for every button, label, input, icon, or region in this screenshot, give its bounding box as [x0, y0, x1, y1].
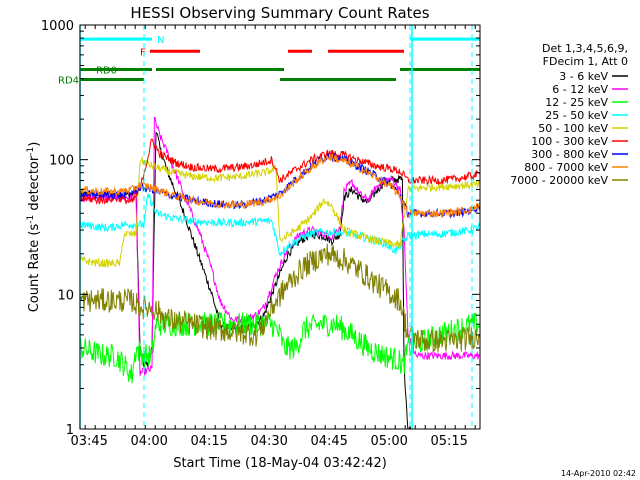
flag-label-1: F [140, 47, 146, 58]
chart-title: HESSI Observing Summary Count Rates [130, 4, 429, 22]
y-axis-label: Count Rate (s-1 detector-1) [26, 142, 42, 313]
legend-entry-2: 12 - 25 keV [545, 96, 608, 109]
legend-entry-1: 6 - 12 keV [552, 83, 608, 96]
series-line-5 [80, 138, 480, 206]
legend-entry-0: 3 - 6 keV [559, 70, 608, 83]
flag-label-0: N [157, 35, 164, 46]
x-tick-label-6: 05:15 [430, 434, 467, 449]
y-tick-label-1: 10 [57, 288, 74, 303]
legend-header-1: FDecim 1, Att 0 [543, 55, 628, 68]
x-tick-label-5: 05:00 [370, 434, 407, 449]
legend-entry-4: 50 - 100 keV [538, 122, 608, 135]
y-tick-label-2: 100 [49, 154, 74, 169]
legend: Det 1,3,4,5,6,9,FDecim 1, Att 0 3 - 6 keV… [510, 42, 628, 187]
legend-entry-7: 800 - 7000 keV [524, 161, 608, 174]
series-line-3 [80, 193, 480, 256]
x-tick-label-2: 04:15 [190, 434, 227, 449]
x-tick-label-1: 04:00 [130, 434, 167, 449]
footer-timestamp: 14-Apr-2010 02:42 [561, 469, 636, 478]
flag-label-2: RD0 [96, 65, 117, 76]
legend-entry-3: 25 - 50 keV [545, 109, 608, 122]
series-line-8 [80, 243, 480, 353]
y-tick-label-3: 1000 [41, 19, 74, 34]
series-line-2 [80, 311, 480, 384]
series-line-7 [80, 153, 480, 219]
y-tick-label-0: 1 [66, 423, 74, 438]
x-axis-label: Start Time (18-May-04 03:42:42) [173, 456, 387, 471]
flag-label-3: RD4 [58, 76, 79, 87]
plot-frame [79, 24, 481, 430]
x-tick-label-0: 03:45 [70, 434, 107, 449]
x-tick-label-3: 04:30 [250, 434, 287, 449]
legend-entry-6: 300 - 800 keV [531, 148, 608, 161]
x-tick-label-4: 04:45 [310, 434, 347, 449]
legend-header-0: Det 1,3,4,5,6,9, [542, 42, 628, 55]
legend-entry-5: 100 - 300 keV [531, 135, 608, 148]
legend-entry-8: 7000 - 20000 keV [510, 174, 608, 187]
